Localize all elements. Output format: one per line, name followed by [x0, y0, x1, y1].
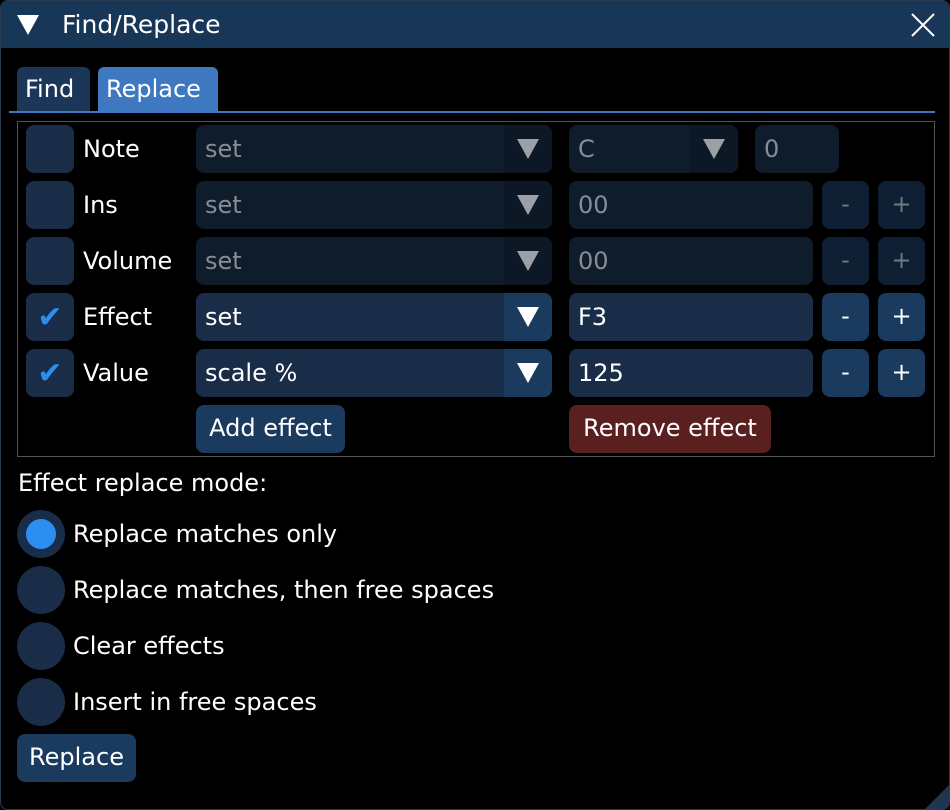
dropdown-arrow-icon	[517, 195, 539, 215]
volume-mode-combo[interactable]: set	[196, 237, 552, 285]
tab-find[interactable]: Find	[17, 67, 90, 112]
combo-value: C	[578, 135, 595, 163]
volume-minus-button[interactable]: -	[822, 237, 869, 285]
ins-minus-button[interactable]: -	[822, 181, 869, 229]
note-octave-input[interactable]: 0	[755, 125, 839, 173]
value-label: Value	[83, 359, 149, 387]
tab-find-label: Find	[25, 75, 75, 103]
replace-table	[17, 121, 935, 457]
note-label: Note	[83, 135, 140, 163]
radio-label[interactable]: Clear effects	[73, 632, 225, 660]
tab-separator	[9, 111, 935, 113]
ins-mode-combo[interactable]: set	[196, 181, 552, 229]
effect-value-input[interactable]: F3	[569, 293, 813, 341]
dropdown-arrow-icon	[517, 139, 539, 159]
value-checkbox[interactable]: ✔	[26, 349, 74, 397]
dropdown-arrow-icon	[703, 139, 725, 159]
radio-replace-then-free[interactable]	[17, 566, 65, 614]
volume-label: Volume	[83, 247, 173, 275]
radio-label[interactable]: Replace matches, then free spaces	[73, 576, 495, 604]
checkmark-icon: ✔	[37, 355, 63, 391]
value-mode-combo[interactable]: scale %	[196, 349, 552, 397]
value-value-input[interactable]: 125	[569, 349, 813, 397]
ins-value-input[interactable]: 00	[569, 181, 813, 229]
ins-checkbox[interactable]	[26, 181, 74, 229]
add-effect-button[interactable]: Add effect	[196, 405, 345, 453]
close-icon[interactable]	[910, 12, 936, 38]
effect-minus-button[interactable]: -	[822, 293, 869, 341]
title-bar[interactable]: Find/Replace	[1, 1, 949, 48]
combo-value: set	[205, 303, 242, 331]
volume-checkbox[interactable]	[26, 237, 74, 285]
note-checkbox[interactable]	[26, 125, 74, 173]
ins-plus-button[interactable]: +	[878, 181, 925, 229]
value-minus-button[interactable]: -	[822, 349, 869, 397]
radio-insert-free[interactable]	[17, 678, 65, 726]
replace-button[interactable]: Replace	[17, 734, 136, 782]
combo-value: set	[205, 191, 242, 219]
dropdown-arrow-icon	[517, 307, 539, 327]
window-title: Find/Replace	[62, 10, 221, 39]
volume-plus-button[interactable]: +	[878, 237, 925, 285]
radio-clear-effects[interactable]	[17, 622, 65, 670]
combo-value: scale %	[205, 359, 298, 387]
note-value-combo[interactable]: C	[569, 125, 738, 173]
radio-replace-matches-only[interactable]	[17, 510, 65, 558]
effect-label: Effect	[83, 303, 153, 331]
collapse-icon[interactable]	[17, 15, 39, 35]
ins-label: Ins	[83, 191, 118, 219]
note-mode-combo[interactable]: set	[196, 125, 552, 173]
volume-value-input[interactable]: 00	[569, 237, 813, 285]
dropdown-arrow-icon	[517, 251, 539, 271]
tab-replace-label: Replace	[106, 75, 201, 103]
value-plus-button[interactable]: +	[878, 349, 925, 397]
radio-label[interactable]: Insert in free spaces	[73, 688, 317, 716]
radio-selected-dot	[26, 519, 56, 549]
radio-label[interactable]: Replace matches only	[73, 520, 338, 548]
checkmark-icon: ✔	[37, 299, 63, 335]
combo-value: set	[205, 247, 242, 275]
mode-label: Effect replace mode:	[18, 469, 268, 497]
remove-effect-button[interactable]: Remove effect	[569, 405, 771, 453]
dropdown-arrow-icon	[517, 363, 539, 383]
tab-replace[interactable]: Replace	[98, 67, 218, 112]
effect-checkbox[interactable]: ✔	[26, 293, 74, 341]
effect-plus-button[interactable]: +	[878, 293, 925, 341]
combo-value: set	[205, 135, 242, 163]
effect-mode-combo[interactable]: set	[196, 293, 552, 341]
resize-grip-icon[interactable]	[925, 783, 950, 809]
